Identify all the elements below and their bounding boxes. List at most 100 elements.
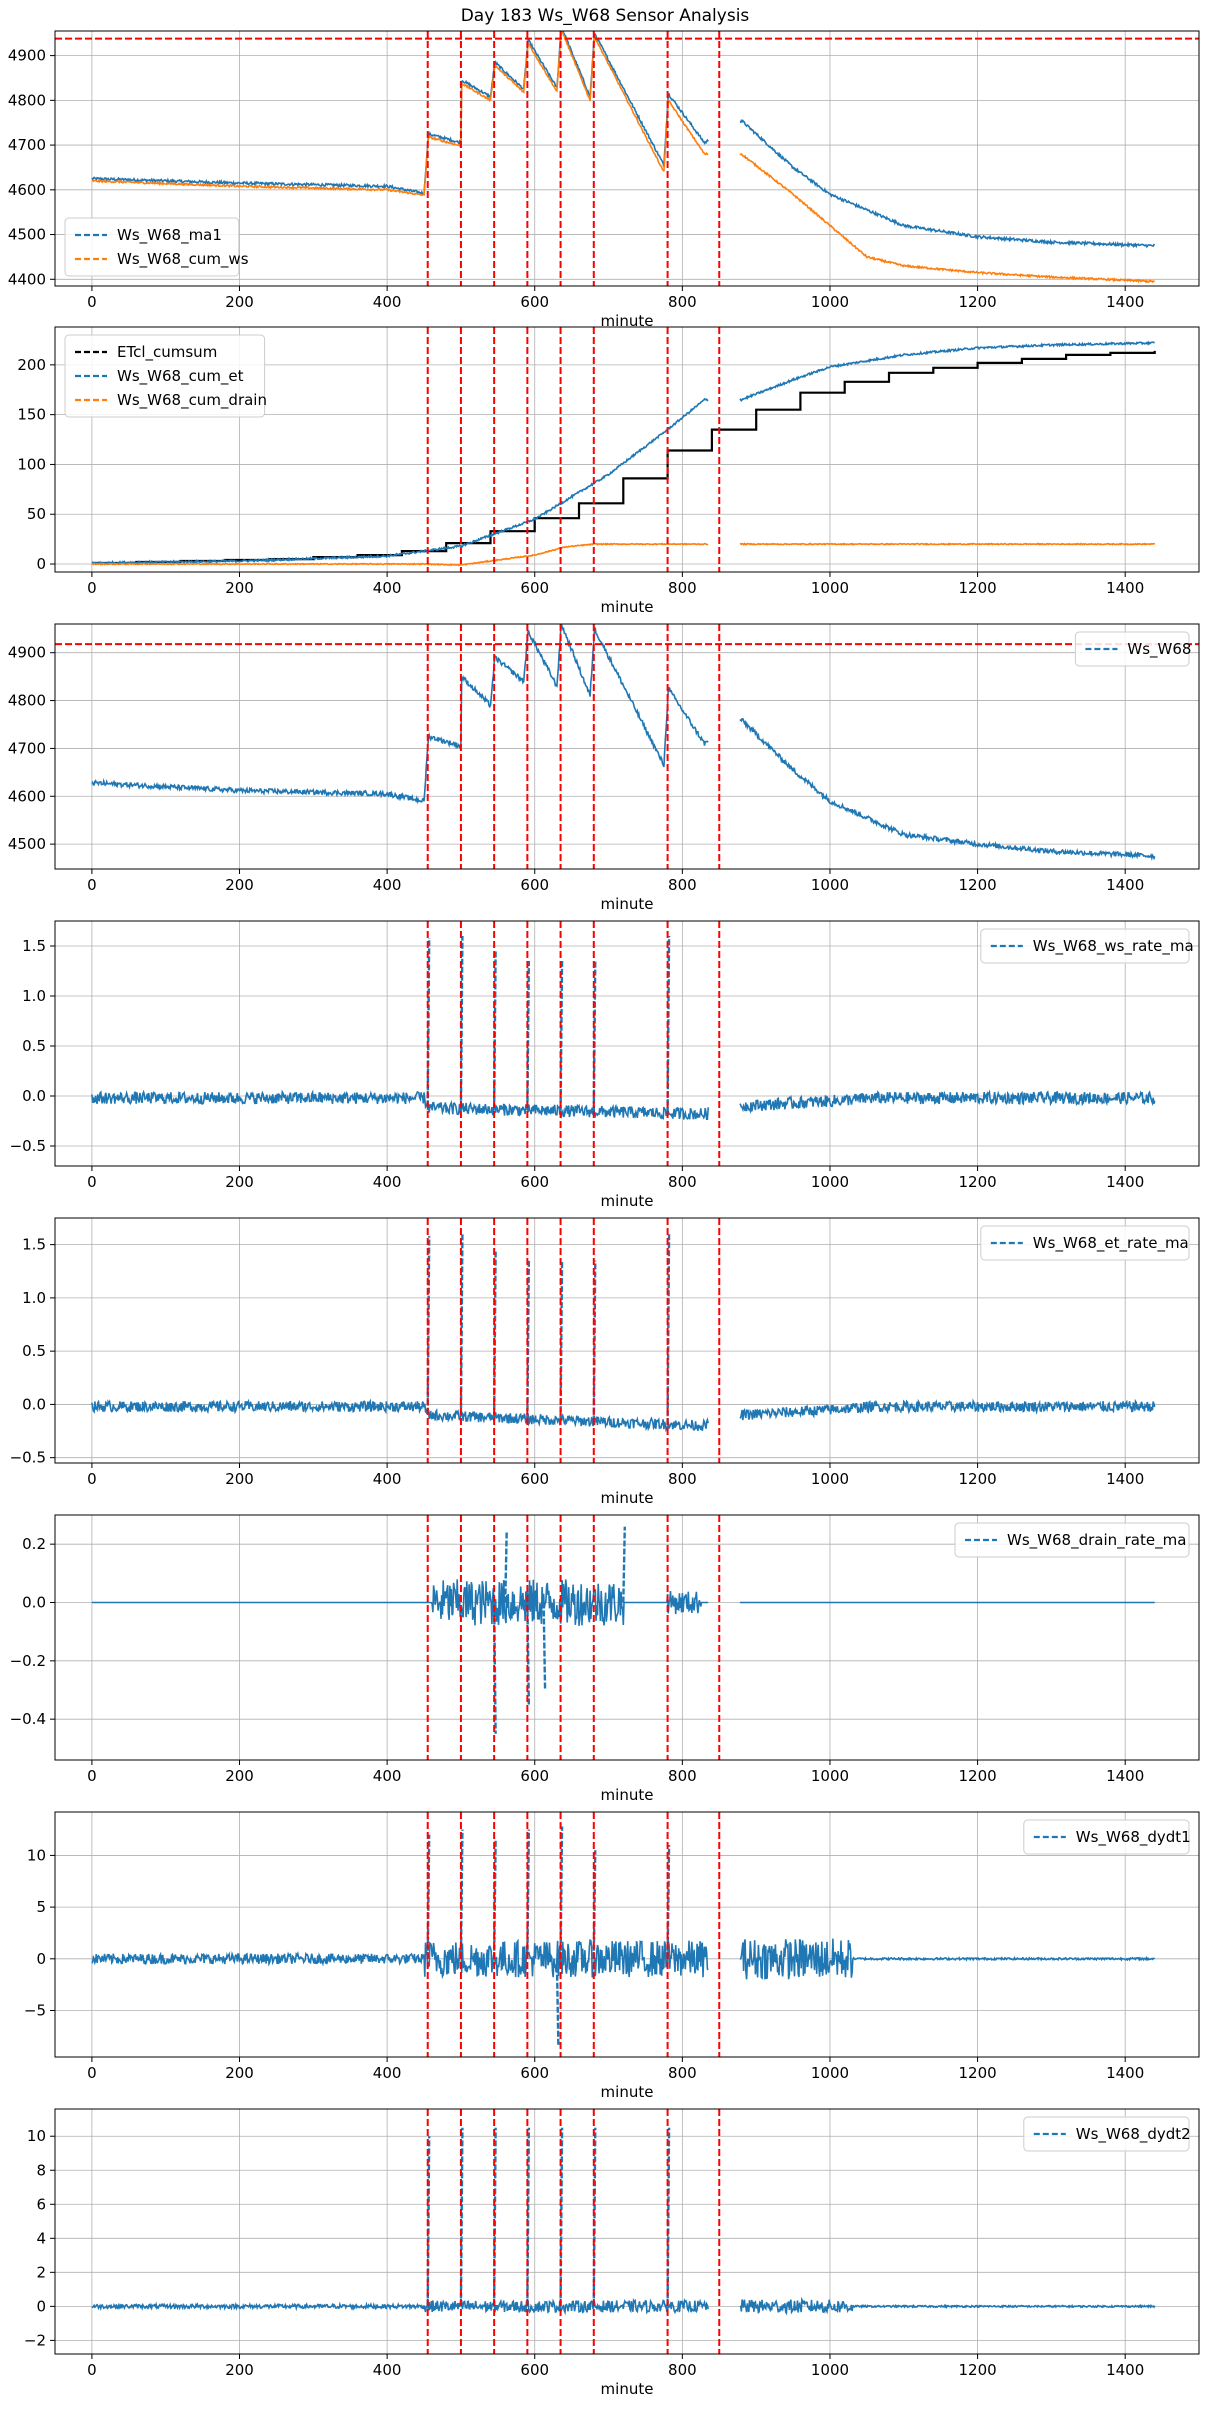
x-tick-label: 0 xyxy=(87,876,97,894)
x-tick-label: 1400 xyxy=(1106,1767,1144,1785)
x-tick-label: 1400 xyxy=(1106,293,1144,311)
y-tick-label: −5 xyxy=(24,2001,46,2019)
plot-area xyxy=(91,1218,1156,1463)
series-line-Ws_W68_cum_drain xyxy=(91,542,1156,567)
legend: Ws_W68_et_rate_ma xyxy=(980,1225,1190,1261)
x-tick-label: 0 xyxy=(87,2361,97,2379)
legend-box xyxy=(1074,631,1190,667)
x-tick-label: 1400 xyxy=(1106,1470,1144,1488)
plot-area xyxy=(91,1515,1155,1760)
y-tick-label: 4700 xyxy=(8,136,46,154)
series-spike xyxy=(492,2127,497,2307)
x-tick-label: 1400 xyxy=(1106,579,1144,597)
y-tick-label: 0.0 xyxy=(22,1594,46,1612)
legend-box xyxy=(64,217,240,277)
y-tick-label: 8 xyxy=(36,2161,46,2179)
y-tick-label: 1.5 xyxy=(22,937,46,955)
y-tick-label: 0.5 xyxy=(22,1037,46,1055)
x-axis-label: minute xyxy=(601,1786,654,1804)
x-tick-label: 0 xyxy=(87,293,97,311)
x-tick-label: 800 xyxy=(668,2361,697,2379)
x-tick-label: 200 xyxy=(225,2064,254,2082)
x-tick-label: 1200 xyxy=(958,2064,996,2082)
x-tick-label: 1200 xyxy=(958,1173,996,1191)
x-tick-label: 1400 xyxy=(1106,2064,1144,2082)
x-tick-label: 1200 xyxy=(958,2361,996,2379)
y-tick-label: 0.2 xyxy=(22,1535,46,1553)
x-tick-label: 800 xyxy=(668,293,697,311)
x-tick-label: 600 xyxy=(520,1470,549,1488)
series-line-Ws_W68_ma1 xyxy=(91,31,1156,249)
plot-area xyxy=(55,624,1199,869)
y-tick-label: 200 xyxy=(17,356,46,374)
series-spike xyxy=(526,2127,531,2307)
y-tick-label: 1.5 xyxy=(22,1236,46,1254)
legend-label: Ws_W68_drain_rate_ma xyxy=(1007,1531,1186,1550)
y-tick-label: 0 xyxy=(36,1950,46,1968)
legend-box xyxy=(1023,1819,1190,1855)
series-line-Ws_W68_cum_et xyxy=(91,340,1155,566)
legend: Ws_W68_dydt1 xyxy=(1023,1819,1191,1855)
chart-panel-6: 0 200 400 600 800 1000 1200 1400 −0.4 −0.2 0.0 0.2 m… xyxy=(10,1514,1200,1804)
x-tick-label: 200 xyxy=(225,293,254,311)
series-spike xyxy=(459,935,464,1109)
x-tick-label: 200 xyxy=(225,2361,254,2379)
x-tick-label: 200 xyxy=(225,1173,254,1191)
y-tick-label: 150 xyxy=(17,406,46,424)
y-tick-label: −0.2 xyxy=(10,1652,46,1670)
x-axis-label: minute xyxy=(601,2380,654,2398)
series-line-Ws_W68 xyxy=(91,624,1156,861)
y-tick-label: −0.4 xyxy=(10,1710,46,1728)
legend-label: Ws_W68_cum_et xyxy=(117,367,244,386)
x-tick-label: 600 xyxy=(520,2361,549,2379)
legend-label: Ws_W68_cum_drain xyxy=(117,391,267,410)
legend-label: Ws_W68_et_rate_ma xyxy=(1033,1234,1189,1253)
x-tick-label: 800 xyxy=(668,876,697,894)
chart-panel-8: 0 200 400 600 800 1000 1200 1400 −2 0 2 4 6 8 10 minute… xyxy=(24,2108,1200,2398)
y-tick-label: −0.5 xyxy=(10,1449,46,1467)
x-tick-label: 200 xyxy=(225,1470,254,1488)
series-line-Ws_W68_dydt2 xyxy=(91,2296,1156,2316)
y-tick-label: 4800 xyxy=(8,91,46,109)
axes-frame xyxy=(54,1811,1200,2058)
y-tick-label: 4900 xyxy=(8,47,46,65)
y-tick-label: 4500 xyxy=(8,226,46,244)
y-tick-label: 5 xyxy=(36,1898,46,1916)
y-tick-label: 0.5 xyxy=(22,1342,46,1360)
plot-area xyxy=(55,31,1199,286)
x-tick-label: 800 xyxy=(668,1173,697,1191)
legend: Ws_W68 xyxy=(1074,631,1191,667)
series-spike xyxy=(592,1850,597,1959)
chart-panel-7: 0 200 400 600 800 1000 1200 1400 −5 0 5 10 minute Ws_… xyxy=(24,1811,1200,2101)
x-tick-label: 400 xyxy=(373,2361,402,2379)
x-tick-label: 0 xyxy=(87,1767,97,1785)
series-spike xyxy=(504,1532,508,1603)
x-axis-label: minute xyxy=(601,1489,654,1507)
y-tick-label: 4 xyxy=(36,2229,46,2247)
x-tick-label: 1000 xyxy=(811,2361,849,2379)
x-axis-label: minute xyxy=(601,312,654,330)
series-spike xyxy=(622,1526,626,1603)
x-axis-label: minute xyxy=(601,1192,654,1210)
x-tick-label: 0 xyxy=(87,1173,97,1191)
y-tick-label: 100 xyxy=(17,455,46,473)
x-axis-label: minute xyxy=(601,2083,654,2101)
x-tick-label: 1200 xyxy=(958,1470,996,1488)
legend: Ws_W68_drain_rate_ma xyxy=(954,1522,1190,1558)
x-tick-label: 1000 xyxy=(811,1173,849,1191)
plot-area xyxy=(91,327,1156,572)
x-tick-label: 200 xyxy=(225,876,254,894)
series-line-Ws_W68_ws_rate_ma xyxy=(91,1089,1156,1120)
series-spike xyxy=(592,2127,597,2307)
x-tick-label: 1400 xyxy=(1106,2361,1144,2379)
y-tick-label: 10 xyxy=(27,1846,46,1864)
x-tick-label: 400 xyxy=(373,579,402,597)
legend-label: Ws_W68 xyxy=(1127,640,1191,659)
axes-frame xyxy=(54,1514,1200,1761)
x-tick-label: 1200 xyxy=(958,1767,996,1785)
x-tick-label: 800 xyxy=(668,1767,697,1785)
x-tick-label: 1200 xyxy=(958,579,996,597)
y-tick-label: 1.0 xyxy=(22,987,46,1005)
x-tick-label: 400 xyxy=(373,1173,402,1191)
